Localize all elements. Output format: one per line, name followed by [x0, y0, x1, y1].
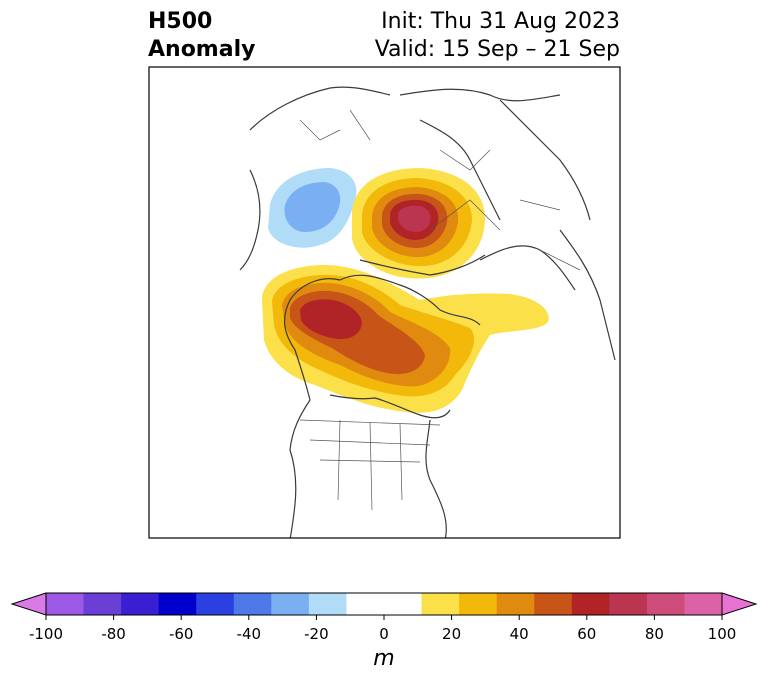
- colorbar-tick-label: 100: [708, 625, 737, 643]
- map-frame: [148, 66, 621, 539]
- colorbar-segment: [384, 593, 423, 615]
- colorbar-under-triangle: [10, 592, 47, 616]
- colorbar: -100 -80 -60 -40 -20 0 20 40 60 80 100: [10, 592, 758, 643]
- positive-anomaly-region-arctic: [352, 168, 485, 279]
- map-title-right: Init: Thu 31 Aug 2023 Valid: 15 Sep – 21…: [375, 8, 620, 64]
- colorbar-tick-label: -80: [101, 625, 126, 643]
- colorbar-segment: [496, 593, 535, 615]
- colorbar-segment: [46, 593, 85, 615]
- colorbar-segment: [534, 593, 573, 615]
- colorbar-segment: [196, 593, 235, 615]
- colorbar-tick-label: -60: [169, 625, 194, 643]
- colorbar-segment: [271, 593, 310, 615]
- init-date: Init: Thu 31 Aug 2023: [381, 9, 620, 34]
- colorbar-unit-label: m: [373, 646, 395, 671]
- colorbar-segment: [609, 593, 648, 615]
- colorbar-segment: [421, 593, 460, 615]
- colorbar-segment: [571, 593, 610, 615]
- colorbar-tick-label: -100: [29, 625, 63, 643]
- colorbar-segment: [646, 593, 685, 615]
- title-anomaly: Anomaly: [148, 37, 256, 62]
- positive-anomaly-region-canada: [262, 265, 549, 413]
- valid-range: Valid: 15 Sep – 21 Sep: [374, 37, 620, 62]
- colorbar-tick-label: 20: [442, 625, 461, 643]
- map-panel: [149, 67, 620, 538]
- colorbar-tick-label: -20: [304, 625, 329, 643]
- colorbar-segment: [121, 593, 160, 615]
- colorbar-segment: [83, 593, 122, 615]
- colorbar-segment: [684, 593, 723, 615]
- colorbar-tick-label: 80: [645, 625, 664, 643]
- map-title-left: H500 Anomaly: [148, 8, 255, 64]
- colorbar-segment: [233, 593, 272, 615]
- political-borders: [299, 109, 581, 511]
- colorbar-tick-label: 40: [510, 625, 529, 643]
- colorbar-over-triangle: [721, 592, 758, 616]
- colorbar-segment: [308, 593, 347, 615]
- colorbar-tick-label: 60: [577, 625, 596, 643]
- coastlines: [239, 86, 616, 538]
- colorbar-tick-label: -40: [237, 625, 262, 643]
- title-variable: H500: [148, 9, 213, 34]
- negative-anomaly-region: [268, 168, 357, 248]
- colorbar-tick-label: 0: [379, 625, 389, 643]
- colorbar-segment: [346, 593, 385, 615]
- colorbar-segment: [158, 593, 197, 615]
- colorbar-segment: [459, 593, 498, 615]
